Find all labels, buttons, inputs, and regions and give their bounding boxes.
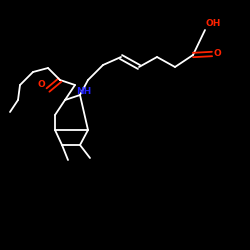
Text: O: O	[37, 80, 45, 89]
Text: NH: NH	[76, 87, 91, 96]
Text: OH: OH	[206, 19, 222, 28]
Text: O: O	[214, 50, 222, 58]
